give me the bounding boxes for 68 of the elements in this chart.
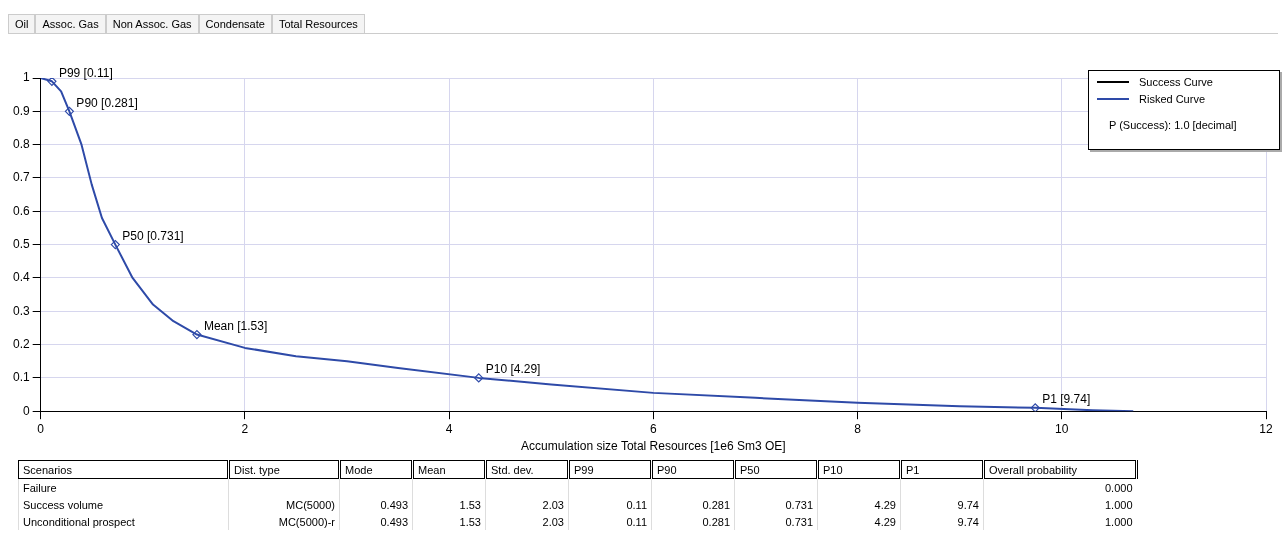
legend-label: Risked Curve — [1139, 93, 1206, 105]
text: 0.281 — [702, 515, 730, 528]
y-tick-label: 0.1 — [12, 370, 30, 385]
annotation: P1 [9.74] — [1042, 392, 1091, 407]
annotation: Mean [1.53] — [203, 318, 268, 333]
category-label: Mode — [339, 460, 413, 479]
x-tick-label: 12 — [1259, 421, 1273, 436]
x-tick-label: 4 — [445, 421, 453, 436]
text: 1.000 — [1104, 515, 1133, 528]
category-label: Std. dev. — [485, 460, 569, 479]
category-label: Non Assoc. Gas — [105, 14, 199, 33]
y-tick-label: 1 — [22, 70, 30, 85]
text: 4.29 — [874, 498, 896, 511]
text: 0.11 — [626, 498, 647, 511]
category-label: Condensate — [198, 14, 272, 33]
text: Success volume — [23, 498, 104, 511]
y-tick-label: 0.6 — [12, 203, 30, 218]
y-tick-label: 0.7 — [12, 170, 30, 185]
category-label: Dist. type — [228, 460, 340, 479]
x-tick-label: 6 — [650, 421, 657, 436]
text: MC(5000)-r — [278, 515, 335, 528]
category-label: P90 — [651, 460, 735, 479]
annotation: P99 [0.11] — [58, 65, 113, 80]
text: 4.29 — [874, 515, 896, 528]
text: 0.281 — [702, 498, 730, 511]
y-tick-label: 0.8 — [12, 136, 30, 151]
text: 1.53 — [459, 515, 481, 528]
text: 0.493 — [380, 498, 408, 511]
category-label: Mean — [412, 460, 486, 479]
category-label: Overall probability — [983, 460, 1137, 479]
y-tick-label: 0.9 — [12, 103, 30, 118]
x-tick-label: 0 — [37, 421, 45, 436]
text: MC(5000) — [286, 498, 335, 511]
category-label: Scenarios — [18, 460, 229, 479]
y-tick-label: 0.2 — [12, 336, 30, 351]
category-label: Assoc. Gas — [35, 14, 106, 33]
annotation: P (Success): 1.0 [decimal] — [1109, 119, 1238, 131]
x-tick-label: 8 — [854, 421, 862, 436]
text: 9.74 — [957, 515, 979, 528]
y-tick-label: 0.4 — [12, 270, 30, 285]
annotation: P50 [0.731] — [122, 228, 184, 243]
x-tick-label: 10 — [1055, 421, 1069, 436]
category-label: P1 — [900, 460, 984, 479]
text: 9.74 — [957, 498, 979, 511]
y-tick-label: 0.5 — [12, 236, 30, 251]
text: 1.53 — [459, 498, 481, 511]
category-label: P99 — [568, 460, 652, 479]
x-axis-title: Accumulation size Total Resources [1e6 Sm3 OE] — [521, 439, 786, 454]
text: Failure — [23, 481, 57, 494]
text: 0.731 — [785, 498, 813, 511]
category-label: P50 — [734, 460, 818, 479]
text: 0.493 — [380, 515, 408, 528]
text: 1.000 — [1104, 498, 1133, 511]
annotation: P10 [4.29] — [485, 362, 541, 377]
category-label: Oil — [8, 14, 36, 33]
category-label: P10 — [817, 460, 901, 479]
text: 0.11 — [626, 515, 647, 528]
y-tick-label: 0 — [22, 403, 30, 418]
text: 0.731 — [785, 515, 813, 528]
text: Unconditional prospect — [23, 515, 135, 528]
text: 0.000 — [1104, 481, 1133, 494]
text: 2.03 — [542, 498, 564, 511]
annotation: P90 [0.281] — [76, 95, 138, 110]
y-tick-label: 0.3 — [12, 303, 30, 318]
x-tick-label: 2 — [241, 421, 249, 436]
legend-label: Success Curve — [1139, 76, 1213, 88]
category-label: Total Resources — [271, 14, 365, 33]
text: 2.03 — [542, 515, 564, 528]
